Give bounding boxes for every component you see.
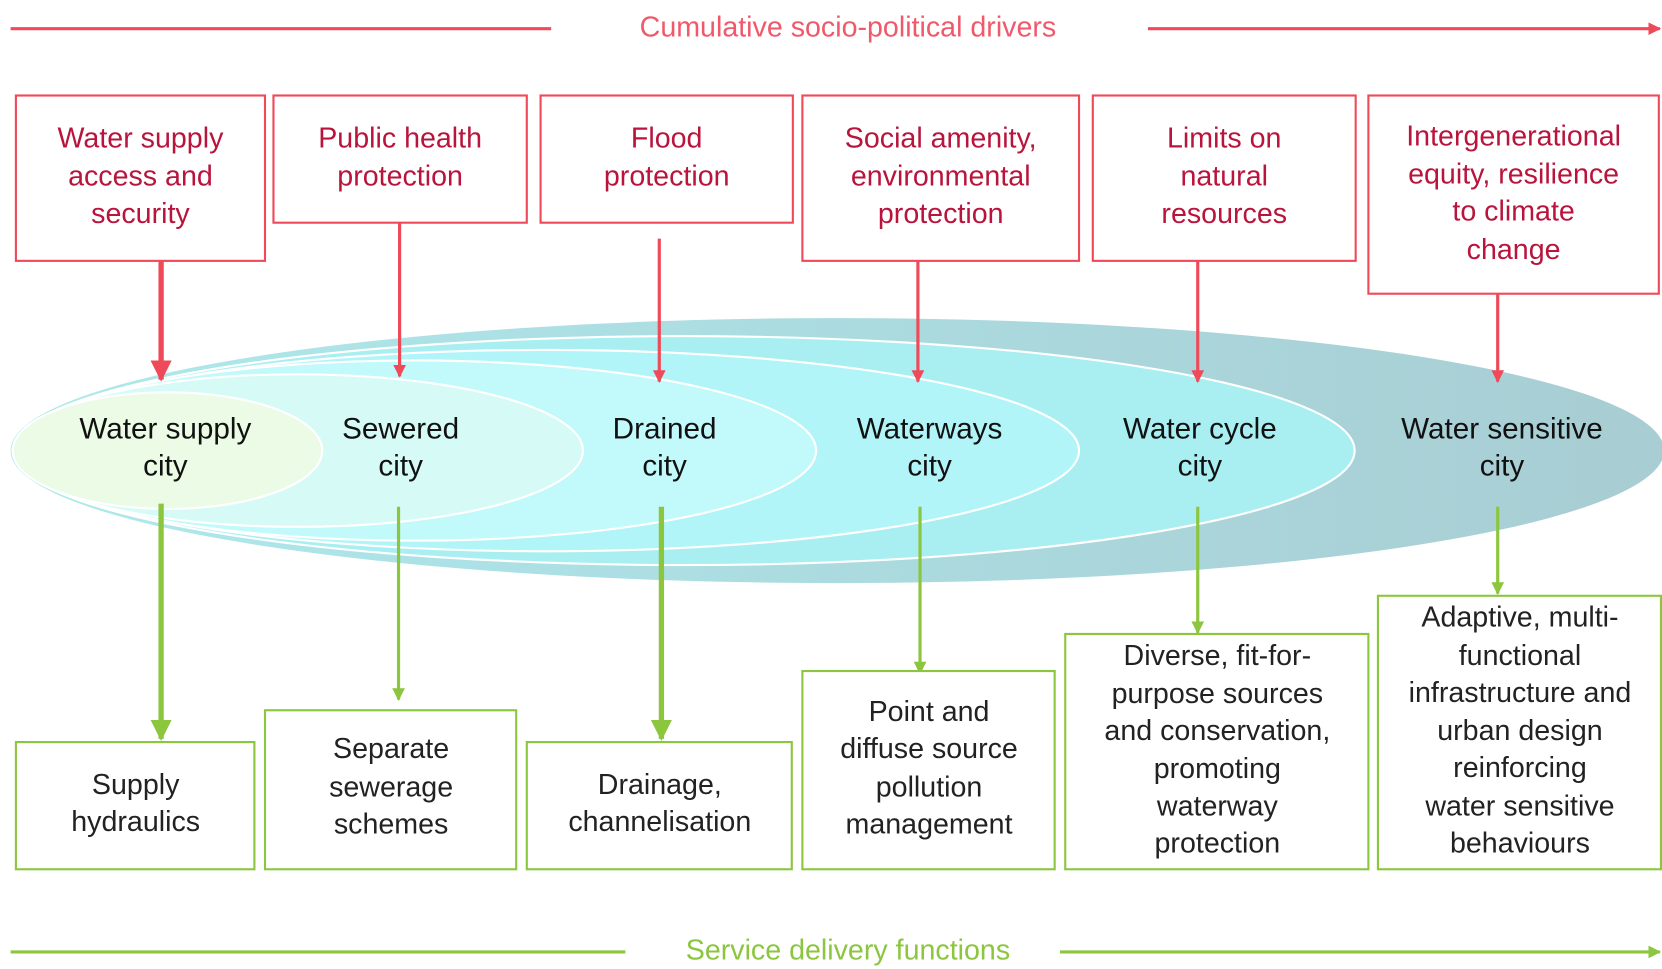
driver-text: Flood [631,123,703,155]
driver-text: natural [1180,161,1267,193]
driver-box [272,94,528,224]
city-label: city [1480,449,1525,482]
city-label: Water cycle [1123,412,1277,445]
function-text: Separate [333,733,449,765]
function-box [1376,594,1662,871]
driver-text: Water supply [57,123,224,155]
function-box [1064,632,1370,871]
driver-box [14,94,267,262]
function-text: Adaptive, multi- [1421,602,1618,634]
driver-text: equity, resilience [1408,159,1619,191]
city-label: Sewered [342,412,459,445]
city-label: Water sensitive [1401,412,1603,445]
function-text: purpose sources [1112,678,1324,710]
driver-box [1367,94,1660,295]
driver-text: security [91,198,190,230]
city-label: Drained [613,412,717,445]
driver-text: environmental [851,161,1031,193]
driver-text: protection [878,198,1004,230]
city-label: Waterways [857,412,1003,445]
function-box [801,669,1056,871]
function-box [14,741,256,871]
driver-box [801,94,1081,262]
function-text: and conservation, [1104,715,1330,747]
ellipses [10,318,1662,584]
function-text: pollution [876,771,983,803]
function-text: promoting [1154,753,1281,785]
city-label: city [642,449,687,482]
function-text: Point and [869,696,990,728]
driver-text: protection [337,161,463,193]
function-text: management [846,808,1013,840]
driver-text: Public health [318,123,482,155]
function-text: functional [1459,640,1581,672]
function-text: protection [1155,827,1281,859]
function-text: hydraulics [71,806,200,838]
function-text: reinforcing [1453,752,1587,784]
driver-box [1091,94,1357,262]
function-text: sewerage [329,771,453,803]
driver-text: protection [604,161,730,193]
function-text: Drainage, [598,769,722,801]
function-text: waterway [1156,790,1279,822]
city-label: city [1178,449,1223,482]
function-text: schemes [334,808,448,840]
driver-box [539,94,794,224]
function-text: water sensitive [1424,790,1614,822]
driver-text: resources [1161,198,1287,230]
footer-label: Service delivery functions [686,934,1010,966]
driver-text: Limits on [1167,123,1281,155]
function-text: behaviours [1450,827,1590,859]
header-label: Cumulative socio-political drivers [640,11,1057,43]
function-text: channelisation [568,806,751,838]
function-text: diffuse source [840,733,1018,765]
function-box [263,709,518,871]
function-text: urban design [1437,715,1602,747]
driver-text: change [1467,234,1561,266]
city-label: Water supply [79,412,251,445]
function-text: infrastructure and [1409,677,1632,709]
function-box [525,741,793,871]
driver-text: to climate [1452,196,1574,228]
driver-text: Intergenerational [1406,120,1621,152]
driver-text: access and [68,161,213,193]
ellipse [11,391,324,510]
city-label: city [907,449,952,482]
function-text: Diverse, fit-for- [1124,640,1312,672]
city-label: city [143,449,188,482]
function-text: Supply [92,769,180,801]
city-label: city [378,449,423,482]
driver-text: Social amenity, [845,123,1037,155]
